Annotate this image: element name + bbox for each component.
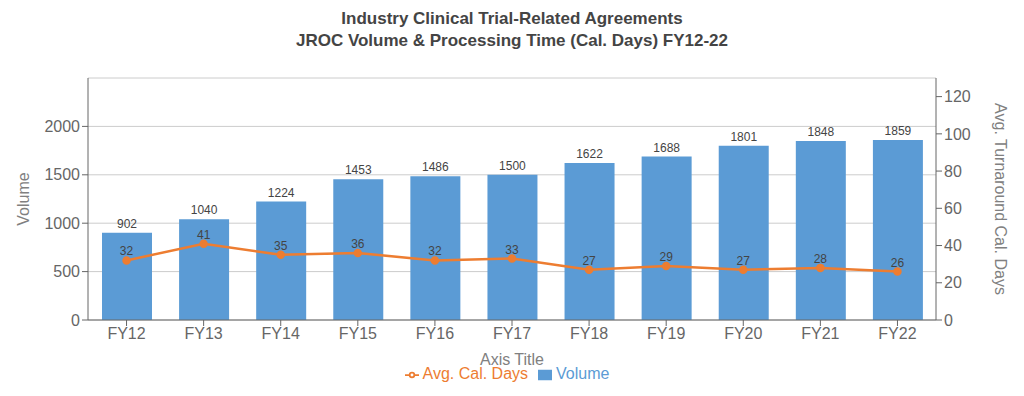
svg-text:1688: 1688 [653, 141, 680, 155]
html-text:Avg. Cal. Days: Avg. Cal. Days [422, 365, 529, 382]
svg-text:1622: 1622 [576, 147, 603, 161]
svg-text:1500: 1500 [44, 166, 80, 183]
svg-text:FY18: FY18 [570, 325, 608, 342]
svg-text:1486: 1486 [422, 160, 449, 174]
svg-text:902: 902 [117, 217, 137, 231]
svg-text:0: 0 [71, 312, 80, 329]
svg-text:32: 32 [428, 244, 442, 258]
svg-text:FY13: FY13 [185, 325, 223, 342]
svg-text:FY16: FY16 [416, 325, 454, 342]
svg-text:1801: 1801 [730, 130, 757, 144]
svg-text:29: 29 [660, 250, 674, 264]
svg-text:1500: 1500 [499, 159, 526, 173]
svg-text:28: 28 [814, 252, 828, 266]
svg-text:26: 26 [891, 256, 905, 270]
svg-text:60: 60 [944, 200, 962, 217]
svg-text:Avg. Turnaround Cal. Days: Avg. Turnaround Cal. Days [992, 103, 1009, 295]
svg-text:500: 500 [53, 263, 80, 280]
html-text:JROC Volume & Processing Time: JROC Volume & Processing Time (Cal. Days… [296, 31, 728, 50]
svg-text:FY22: FY22 [878, 325, 916, 342]
svg-text:27: 27 [582, 254, 596, 268]
html-text:Volume: Volume [556, 365, 610, 382]
svg-text:32: 32 [120, 244, 134, 258]
svg-text:FY12: FY12 [107, 325, 145, 342]
svg-text:1040: 1040 [191, 203, 218, 217]
svg-text:36: 36 [351, 237, 365, 251]
svg-text:100: 100 [944, 126, 971, 143]
svg-text:80: 80 [944, 163, 962, 180]
svg-text:41: 41 [197, 228, 211, 242]
svg-text:40: 40 [944, 237, 962, 254]
svg-text:1453: 1453 [345, 163, 372, 177]
html-text:Industry Clinical Trial-Relate: Industry Clinical Trial-Related Agreemen… [341, 9, 683, 28]
svg-text:1000: 1000 [44, 215, 80, 232]
svg-text:33: 33 [505, 243, 519, 257]
svg-text:FY15: FY15 [339, 325, 377, 342]
svg-text:20: 20 [944, 274, 962, 291]
svg-text:1224: 1224 [268, 186, 295, 200]
svg-text:Axis Title: Axis Title [480, 351, 544, 368]
svg-text:0: 0 [944, 312, 953, 329]
svg-text:FY21: FY21 [801, 325, 839, 342]
svg-text:FY17: FY17 [493, 325, 531, 342]
svg-text:FY20: FY20 [724, 325, 762, 342]
svg-text:2000: 2000 [44, 118, 80, 135]
svg-text:FY14: FY14 [262, 325, 300, 342]
svg-text:Volume: Volume [15, 172, 32, 225]
svg-text:27: 27 [737, 254, 751, 268]
svg-text:1859: 1859 [885, 124, 912, 138]
svg-text:120: 120 [944, 88, 971, 105]
svg-text:FY19: FY19 [647, 325, 685, 342]
svg-text:35: 35 [274, 239, 288, 253]
svg-text:1848: 1848 [807, 125, 834, 139]
